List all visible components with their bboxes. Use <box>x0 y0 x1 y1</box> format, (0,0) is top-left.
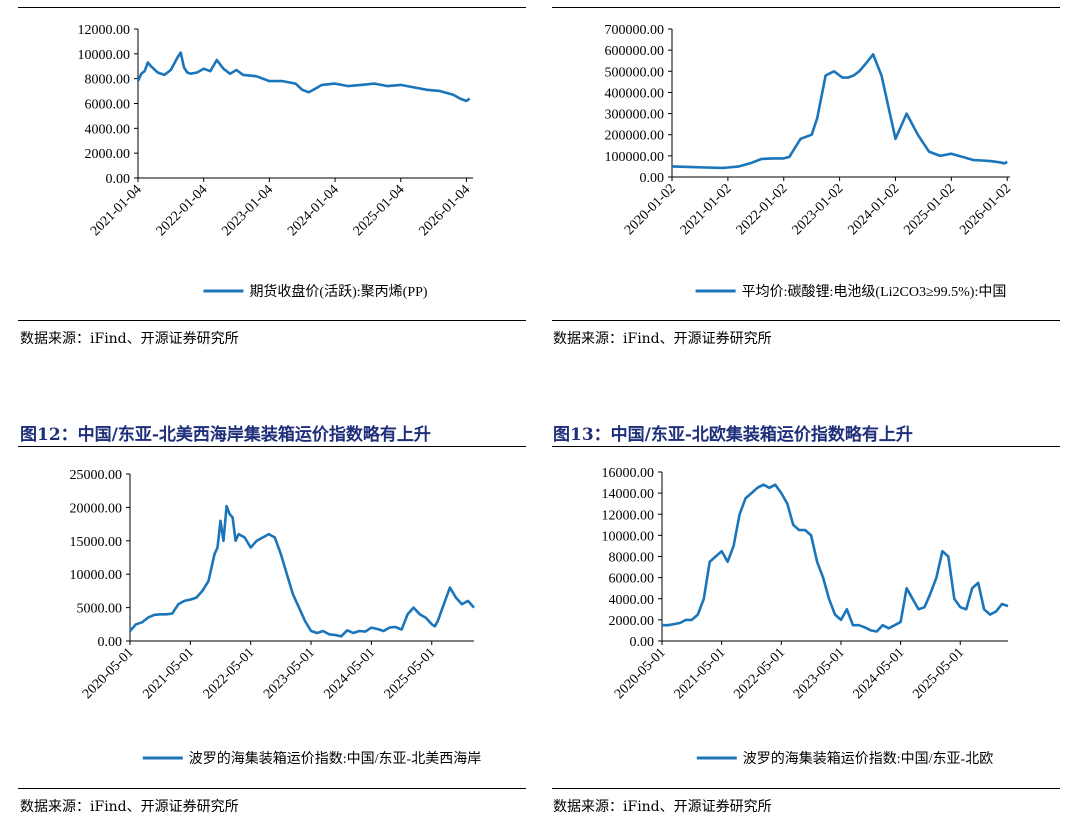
y-tick-label: 2000.00 <box>85 147 131 162</box>
x-tick-label: 2021-05-01 <box>140 645 197 702</box>
x-tick-label: 2022-05-01 <box>731 645 788 702</box>
chart-pp-svg: 0.00 2000.00 4000.00 6000.00 8000.00 10000.00… <box>78 23 474 300</box>
y-tick-label: 600000.00 <box>605 44 665 59</box>
y-tick-label: 300000.00 <box>605 108 665 123</box>
x-tick-label: 2025-05-01 <box>382 645 439 702</box>
y-tick-label: 6000.00 <box>85 98 131 113</box>
series-line <box>662 483 1009 633</box>
y-tick-label: 12000.00 <box>602 508 655 523</box>
chart-ne-top-rule <box>552 446 1060 447</box>
y-tick-label: 100000.00 <box>605 150 665 165</box>
y-tick-label: 2000.00 <box>609 614 655 629</box>
y-tick-label: 12000.00 <box>78 23 131 38</box>
chart-wcna-bottom-rule <box>18 788 526 789</box>
chart-pp: 0.00 2000.00 4000.00 6000.00 8000.00 10000.00… <box>18 5 526 315</box>
x-tick-label: 2020-05-01 <box>80 645 137 702</box>
y-tick-label: 14000.00 <box>602 487 655 502</box>
chart-lithium-top-rule <box>552 7 1060 8</box>
y-tick-label: 10000.00 <box>78 48 131 63</box>
series-line <box>671 53 1008 170</box>
x-tick-label: 2026-01-04 <box>416 182 473 239</box>
x-tick-label: 2025-01-04 <box>351 182 408 239</box>
x-tick-label: 2023-01-02 <box>790 181 847 238</box>
y-tick-label: 25000.00 <box>70 468 123 483</box>
x-tick-label: 2024-05-01 <box>321 645 378 702</box>
x-tick-label: 2023-01-04 <box>219 182 276 239</box>
y-tick-label: 700000.00 <box>605 23 665 38</box>
x-tick-label: 2025-01-02 <box>901 181 958 238</box>
chart-lithium-svg: 0.00 100000.00 200000.00 300000.00 400000.00… <box>605 23 1015 300</box>
chart-wcna: 0.00 5000.00 10000.00 15000.00 20000.00 25000… <box>18 452 526 782</box>
x-tick-label: 2021-01-02 <box>678 181 735 238</box>
y-tick-label: 10000.00 <box>602 529 655 544</box>
x-tick-label: 2023-05-01 <box>791 645 848 702</box>
x-tick-label: 2021-01-04 <box>88 182 145 239</box>
y-tick-label: 0.00 <box>630 635 655 650</box>
y-tick-label: 5000.00 <box>77 602 123 617</box>
x-tick-label: 2022-05-01 <box>201 645 258 702</box>
x-tick-label: 2026-01-02 <box>957 181 1014 238</box>
series-line <box>129 504 475 638</box>
y-tick-label: 4000.00 <box>85 122 131 137</box>
y-tick-label: 8000.00 <box>609 551 655 566</box>
y-tick-label: 16000.00 <box>602 466 655 481</box>
x-tick-label: 2022-01-04 <box>154 182 211 239</box>
figure-13-title: 图13：中国/东亚-北欧集装箱运价指数略有上升 <box>553 425 913 445</box>
x-tick-label: 2024-01-02 <box>845 181 902 238</box>
legend-label: 平均价:碳酸锂:电池级(Li2CO3≥99.5%):中国 <box>742 284 1007 300</box>
y-tick-label: 400000.00 <box>605 86 665 101</box>
y-tick-label: 500000.00 <box>605 65 665 80</box>
x-tick-label: 2024-05-01 <box>851 645 908 702</box>
series-line <box>136 51 471 103</box>
chart-lithium: 0.00 100000.00 200000.00 300000.00 400000.00… <box>552 5 1060 315</box>
x-tick-label: 2021-05-01 <box>672 645 729 702</box>
legend-label: 波罗的海集装箱运价指数:中国/东亚-北欧 <box>743 750 993 767</box>
chart-pp-top-rule <box>18 7 526 8</box>
chart-ne: 0.00 2000.00 4000.00 6000.00 8000.00 10000.00… <box>552 452 1060 782</box>
chart-wcna-top-rule <box>18 446 526 447</box>
figure-12-title: 图12：中国/东亚-北美西海岸集装箱运价指数略有上升 <box>20 425 431 445</box>
chart-lithium-bottom-rule <box>552 320 1060 321</box>
y-tick-label: 0.00 <box>98 635 123 650</box>
chart-lithium-source: 数据来源：iFind、开源证券研究所 <box>553 331 772 347</box>
chart-pp-bottom-rule <box>18 320 526 321</box>
y-tick-label: 15000.00 <box>70 535 123 550</box>
legend-label: 波罗的海集装箱运价指数:中国/东亚-北美西海岸 <box>189 750 481 767</box>
chart-wcna-svg: 0.00 5000.00 10000.00 15000.00 20000.00 25000… <box>70 468 482 767</box>
chart-ne-bottom-rule <box>552 788 1060 789</box>
legend-label: 期货收盘价(活跃):聚丙烯(PP) <box>249 283 427 300</box>
x-tick-label: 2025-05-01 <box>910 645 967 702</box>
y-tick-label: 0.00 <box>106 172 131 187</box>
y-tick-label: 10000.00 <box>70 568 123 583</box>
x-tick-label: 2023-05-01 <box>261 645 318 702</box>
x-tick-label: 2022-01-02 <box>734 181 791 238</box>
chart-ne-source: 数据来源：iFind、开源证券研究所 <box>553 799 772 815</box>
y-tick-label: 0.00 <box>640 171 665 186</box>
chart-wcna-source: 数据来源：iFind、开源证券研究所 <box>20 799 239 815</box>
x-tick-label: 2020-05-01 <box>612 645 669 702</box>
y-tick-label: 200000.00 <box>605 129 665 144</box>
y-tick-label: 8000.00 <box>85 73 131 88</box>
x-tick-label: 2020-01-02 <box>622 181 679 238</box>
x-tick-label: 2024-01-04 <box>285 182 342 239</box>
y-tick-label: 6000.00 <box>609 572 655 587</box>
chart-pp-source: 数据来源：iFind、开源证券研究所 <box>20 331 239 347</box>
y-tick-label: 4000.00 <box>609 593 655 608</box>
chart-ne-svg: 0.00 2000.00 4000.00 6000.00 8000.00 10000.00… <box>602 466 1009 767</box>
y-tick-label: 20000.00 <box>70 501 123 516</box>
